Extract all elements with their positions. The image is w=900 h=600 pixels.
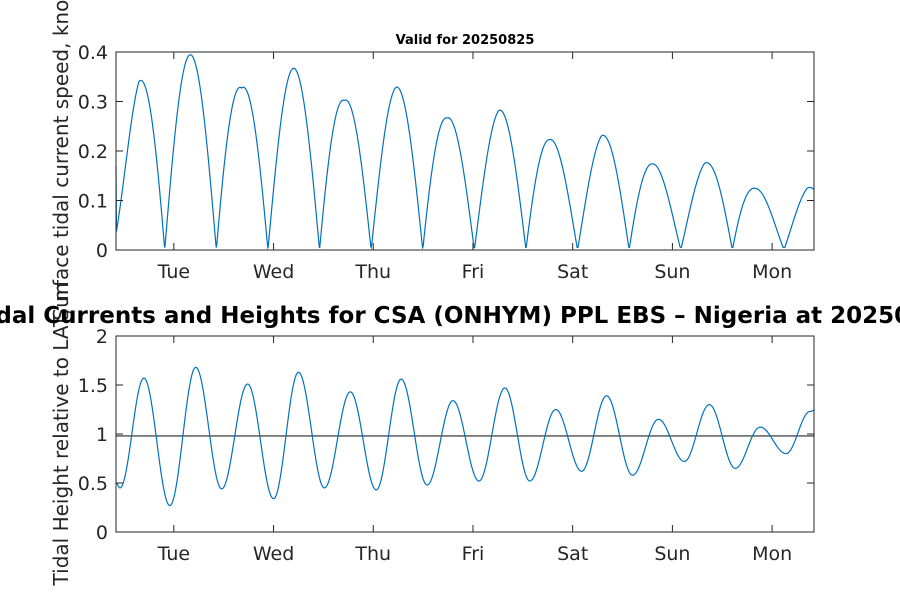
figure-main-title: Tidal Currents and Heights for CSA (ONHY… bbox=[0, 303, 900, 329]
tidal-height-xtick-label: Fri bbox=[462, 543, 485, 565]
current-speed-line bbox=[115, 54, 815, 250]
tidal-height-ylabel: Tidal Height relative to LAT, m bbox=[49, 283, 73, 587]
current-speed-xtick-label: Thu bbox=[354, 261, 391, 283]
current-speed-axes: Valid for 20250825 0 0.1 0.2 0.3 0.4 Tue Wed Th… bbox=[49, 0, 815, 321]
current-speed-ticks: 0 0.1 0.2 0.3 0.4 Tue Wed Thu Fri Sat Sun Mon bbox=[78, 42, 814, 283]
tidal-height-xtick-label: Tue bbox=[157, 543, 190, 565]
current-speed-xtick-label: Mon bbox=[752, 261, 792, 283]
tidal-height-axes: 0 0.5 1 1.5 2 Tue Wed Thu Fri Sat Sun Mon Tidal Hei… bbox=[49, 283, 815, 587]
current-speed-xtick-label: Sat bbox=[557, 261, 588, 283]
tidal-height-ytick-label: 0.5 bbox=[78, 473, 108, 495]
current-speed-axes-frame bbox=[115, 51, 815, 251]
current-speed-xtick-label: Wed bbox=[253, 261, 294, 283]
tidal-height-ticks: 0 0.5 1 1.5 2 Tue Wed Thu Fri Sat Sun Mon bbox=[78, 326, 814, 565]
current-speed-ytick-label: 0.4 bbox=[78, 42, 108, 64]
current-speed-title: Valid for 20250825 bbox=[396, 33, 535, 48]
current-speed-ytick-label: 0.1 bbox=[78, 191, 108, 213]
tidal-height-ytick-label: 1 bbox=[96, 424, 108, 446]
current-speed-ytick-label: 0 bbox=[96, 240, 108, 262]
current-speed-xtick-label: Tue bbox=[157, 261, 190, 283]
tidal-height-ytick-label: 2 bbox=[96, 326, 108, 348]
current-speed-xtick-label: Sun bbox=[654, 261, 690, 283]
tidal-height-xtick-label: Thu bbox=[354, 543, 391, 565]
current-speed-ylabel: Surface tidal current speed, knots bbox=[49, 0, 73, 321]
tidal-height-ytick-label: 1.5 bbox=[78, 375, 108, 397]
current-speed-ytick-label: 0.3 bbox=[78, 92, 108, 114]
tidal-height-xtick-label: Mon bbox=[752, 543, 792, 565]
tidal-height-ytick-label: 0 bbox=[96, 522, 108, 544]
tidal-height-xtick-label: Sun bbox=[654, 543, 690, 565]
tidal-height-xtick-label: Wed bbox=[253, 543, 294, 565]
tidal-height-xtick-label: Sat bbox=[557, 543, 588, 565]
current-speed-xtick-label: Fri bbox=[462, 261, 485, 283]
current-speed-ytick-label: 0.2 bbox=[78, 141, 108, 163]
tidal-height-line bbox=[115, 366, 815, 507]
